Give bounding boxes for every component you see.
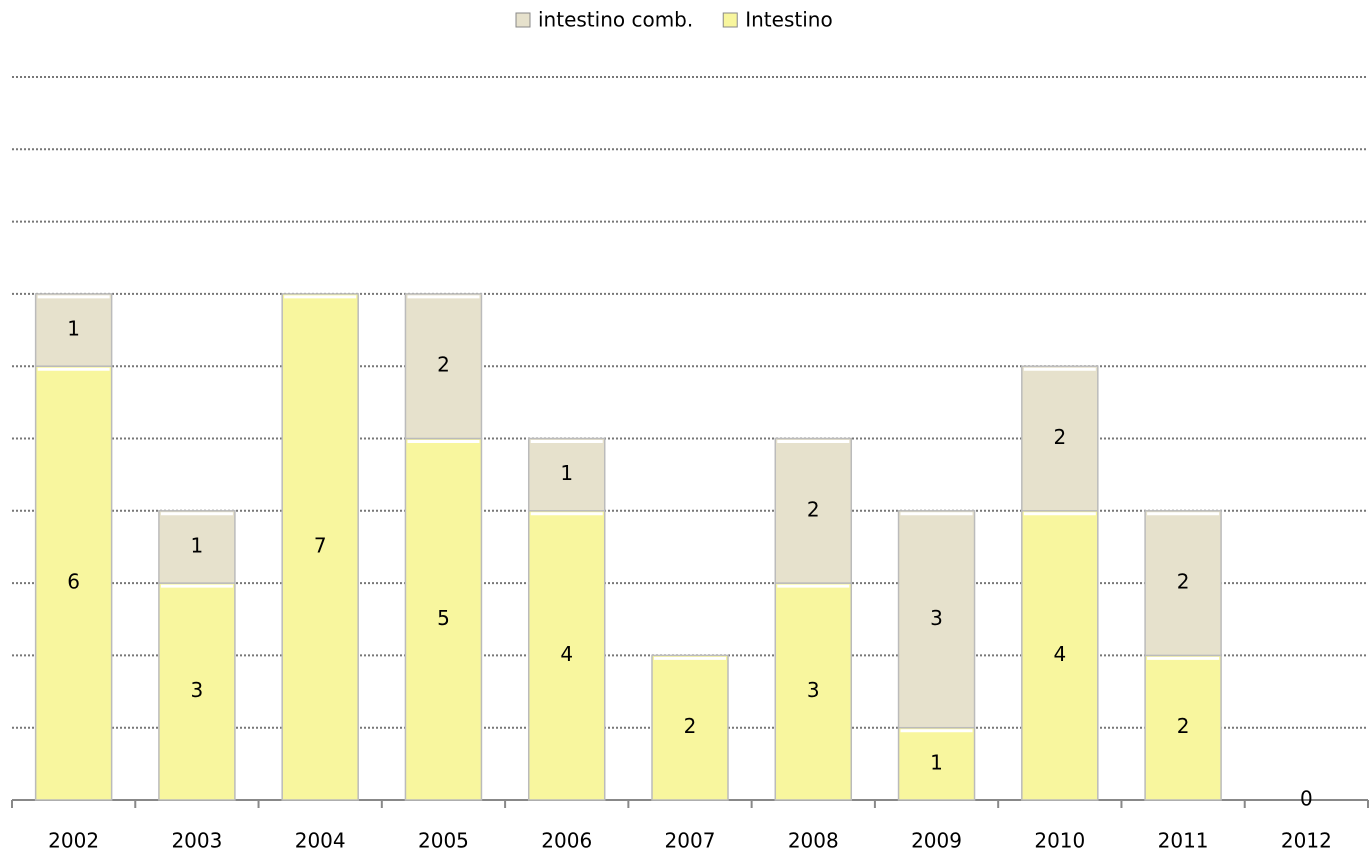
data-label: 2 — [1177, 714, 1190, 738]
x-tick-label: 2006 — [541, 829, 592, 853]
bar-segment — [158, 510, 236, 584]
bar-segment — [158, 582, 236, 801]
bar-segment — [404, 437, 483, 801]
x-tick-label: 2012 — [1281, 829, 1332, 853]
data-label: 4 — [1053, 642, 1066, 666]
data-label: 2 — [437, 353, 450, 377]
x-tick-label: 2009 — [911, 829, 962, 853]
bar-segment — [651, 654, 729, 801]
data-label: 2 — [1053, 425, 1066, 449]
x-tick-label: 2008 — [788, 829, 839, 853]
bar-segment — [527, 437, 606, 512]
bar-segment — [1144, 654, 1222, 801]
bar-segment — [281, 293, 359, 801]
data-label: 6 — [67, 570, 80, 594]
bar-segment — [897, 510, 976, 729]
legend-swatch — [515, 12, 531, 28]
legend-label: Intestino — [745, 8, 832, 32]
data-label: 3 — [191, 678, 204, 702]
x-tick-label: 2005 — [418, 829, 469, 853]
bar-segment — [1021, 365, 1099, 512]
data-label: 2 — [684, 714, 697, 738]
bar-segment — [527, 510, 606, 801]
legend-swatch — [722, 12, 738, 28]
data-label: 5 — [437, 606, 450, 630]
x-tick-label: 2004 — [295, 829, 346, 853]
x-tick-label: 2002 — [48, 829, 99, 853]
x-tick-label: 2003 — [171, 829, 222, 853]
bar-segment — [774, 582, 853, 801]
bar-segment — [404, 293, 483, 440]
bar-segment — [1021, 510, 1099, 801]
data-label: 2 — [807, 497, 820, 521]
data-label: 1 — [191, 533, 204, 557]
data-label: 1 — [930, 750, 943, 774]
data-label: 7 — [314, 533, 327, 557]
data-label: 1 — [560, 461, 573, 485]
x-tick-label: 2011 — [1158, 829, 1209, 853]
bar-segment — [34, 365, 113, 801]
data-label: 4 — [560, 642, 573, 666]
data-label: 1 — [67, 317, 80, 341]
data-label: 2 — [1177, 570, 1190, 594]
bar-segment — [34, 293, 113, 367]
data-label: 3 — [930, 606, 943, 630]
bar-segment — [1144, 510, 1222, 657]
x-tick-label: 2007 — [665, 829, 716, 853]
bar-segment — [774, 437, 853, 584]
legend-label: intestino comb. — [538, 8, 693, 32]
data-label: 3 — [807, 678, 820, 702]
x-tick-label: 2010 — [1034, 829, 1085, 853]
data-label: 0 — [1300, 787, 1313, 811]
